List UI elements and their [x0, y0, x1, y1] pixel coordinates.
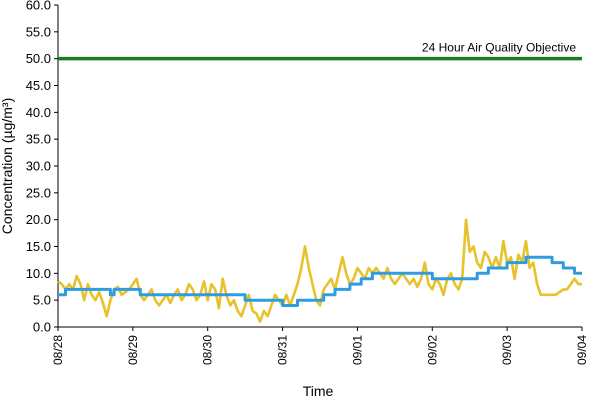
y-tick-label: 50.0 [26, 51, 51, 66]
y-tick-label: 45.0 [26, 78, 51, 93]
plot-series [57, 56, 582, 323]
x-tick-label: 09/01 [350, 335, 364, 365]
series-line-2 [58, 255, 582, 307]
x-tick-label: 09/03 [500, 335, 514, 365]
y-tick-label: 35.0 [26, 132, 51, 147]
y-tick-label: 40.0 [26, 105, 51, 120]
x-tick-label: 08/28 [51, 335, 65, 365]
x-axis-ticks: 08/28 08/29 08/30 08/31 09/01 09/02 09/03 09/04 [51, 327, 589, 365]
y-tick-label: 0.0 [33, 320, 51, 335]
x-tick-label: 09/04 [575, 335, 589, 365]
y-tick-label: 30.0 [26, 159, 51, 174]
y-axis-ticks: 0.0 5.0 10.0 15.0 20.0 25.0 30.0 35.0 40.0 45.0 50… [26, 0, 58, 335]
y-tick-label: 5.0 [33, 293, 51, 308]
y-tick-label: 10.0 [26, 266, 51, 281]
series-line-1 [57, 218, 582, 323]
y-tick-label: 20.0 [26, 212, 51, 227]
x-tick-label: 08/30 [201, 335, 215, 365]
y-tick-label: 60.0 [26, 0, 51, 13]
x-tick-label: 08/31 [276, 335, 290, 365]
x-tick-label: 08/29 [126, 335, 140, 365]
y-tick-label: 25.0 [26, 185, 51, 200]
objective-label: 24 Hour Air Quality Objective [422, 41, 576, 55]
y-tick-label: 15.0 [26, 239, 51, 254]
y-axis-title: Concentration (µg/m³) [0, 98, 15, 234]
y-tick-label: 55.0 [26, 24, 51, 39]
x-axis-title: Time [303, 383, 334, 399]
x-tick-label: 09/02 [425, 335, 439, 365]
